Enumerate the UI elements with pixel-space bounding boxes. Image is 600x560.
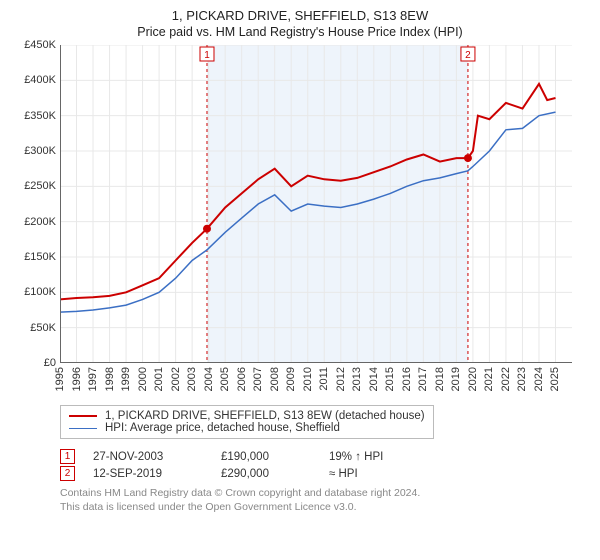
x-axis: 1995199619971998199920002001200220032004…: [60, 363, 586, 399]
sale-date: 27-NOV-2003: [93, 451, 203, 463]
sale-marker-number: 2: [465, 50, 471, 61]
x-tick-label: 2013: [351, 367, 363, 391]
x-tick-label: 2024: [533, 367, 545, 391]
sale-row: 1 27-NOV-2003 £190,000 19% ↑ HPI: [60, 449, 586, 464]
x-tick-label: 2022: [500, 367, 512, 391]
x-tick-label: 1995: [54, 367, 66, 391]
sale-price: £190,000: [221, 451, 311, 463]
x-tick-label: 2014: [368, 367, 380, 391]
x-tick-label: 1999: [120, 367, 132, 391]
sale-delta: 19% ↑ HPI: [329, 451, 383, 463]
x-tick-label: 2017: [417, 367, 429, 391]
y-tick-label: £150K: [24, 251, 56, 263]
x-tick-label: 2011: [318, 367, 330, 391]
sale-price: £290,000: [221, 468, 311, 480]
y-axis: £0£50K£100K£150K£200K£250K£300K£350K£400…: [14, 45, 60, 363]
sale-marker-number: 1: [204, 50, 210, 61]
x-tick-label: 2012: [335, 367, 347, 391]
y-tick-label: £400K: [24, 74, 56, 86]
chart-container: 1, PICKARD DRIVE, SHEFFIELD, S13 8EW Pri…: [0, 0, 600, 560]
sale-delta: ≈ HPI: [329, 468, 358, 480]
x-tick-label: 2019: [450, 367, 462, 391]
shaded-band: [207, 45, 468, 363]
x-tick-label: 2025: [549, 367, 561, 391]
footer-line-1: Contains HM Land Registry data © Crown c…: [60, 487, 586, 501]
y-tick-label: £350K: [24, 110, 56, 122]
x-tick-label: 2021: [483, 367, 495, 391]
sales-table: 1 27-NOV-2003 £190,000 19% ↑ HPI 2 12-SEP-201…: [60, 449, 586, 481]
x-tick-label: 2002: [170, 367, 182, 391]
x-tick-label: 2001: [153, 367, 165, 391]
x-tick-label: 2003: [186, 367, 198, 391]
x-tick-label: 2004: [203, 367, 215, 391]
legend-label: HPI: Average price, detached house, Shef…: [105, 422, 340, 434]
x-tick-label: 2020: [467, 367, 479, 391]
x-tick-label: 2010: [302, 367, 314, 391]
x-tick-label: 2015: [384, 367, 396, 391]
legend: 1, PICKARD DRIVE, SHEFFIELD, S13 8EW (de…: [60, 405, 434, 439]
y-tick-label: £450K: [24, 39, 56, 51]
x-tick-label: 2007: [252, 367, 264, 391]
legend-label: 1, PICKARD DRIVE, SHEFFIELD, S13 8EW (de…: [105, 410, 425, 422]
plot-svg: 12: [60, 45, 572, 363]
footer-line-2: This data is licensed under the Open Gov…: [60, 501, 586, 515]
x-tick-label: 2009: [285, 367, 297, 391]
x-tick-label: 2008: [269, 367, 281, 391]
x-tick-label: 2018: [434, 367, 446, 391]
y-tick-label: £200K: [24, 216, 56, 228]
footer-attribution: Contains HM Land Registry data © Crown c…: [60, 487, 586, 514]
y-tick-label: £300K: [24, 145, 56, 157]
x-tick-label: 1998: [104, 367, 116, 391]
sale-date: 12-SEP-2019: [93, 468, 203, 480]
y-tick-label: £100K: [24, 286, 56, 298]
legend-swatch: [69, 415, 97, 417]
y-tick-label: £250K: [24, 180, 56, 192]
sale-row-marker: 1: [60, 449, 75, 464]
chart-row: £0£50K£100K£150K£200K£250K£300K£350K£400…: [14, 45, 586, 363]
x-tick-label: 1997: [87, 367, 99, 391]
x-tick-label: 2005: [219, 367, 231, 391]
x-tick-label: 1996: [71, 367, 83, 391]
sale-row: 2 12-SEP-2019 £290,000 ≈ HPI: [60, 466, 586, 481]
plot-area: 12: [60, 45, 586, 363]
legend-item: 1, PICKARD DRIVE, SHEFFIELD, S13 8EW (de…: [69, 410, 425, 422]
chart-subtitle: Price paid vs. HM Land Registry's House …: [14, 25, 586, 39]
legend-item: HPI: Average price, detached house, Shef…: [69, 422, 425, 434]
x-tick-label: 2006: [236, 367, 248, 391]
legend-swatch: [69, 428, 97, 429]
x-tick-label: 2016: [401, 367, 413, 391]
x-tick-label: 2023: [516, 367, 528, 391]
chart-title: 1, PICKARD DRIVE, SHEFFIELD, S13 8EW: [14, 8, 586, 23]
sale-row-marker: 2: [60, 466, 75, 481]
y-tick-label: £50K: [30, 322, 56, 334]
x-tick-label: 2000: [137, 367, 149, 391]
